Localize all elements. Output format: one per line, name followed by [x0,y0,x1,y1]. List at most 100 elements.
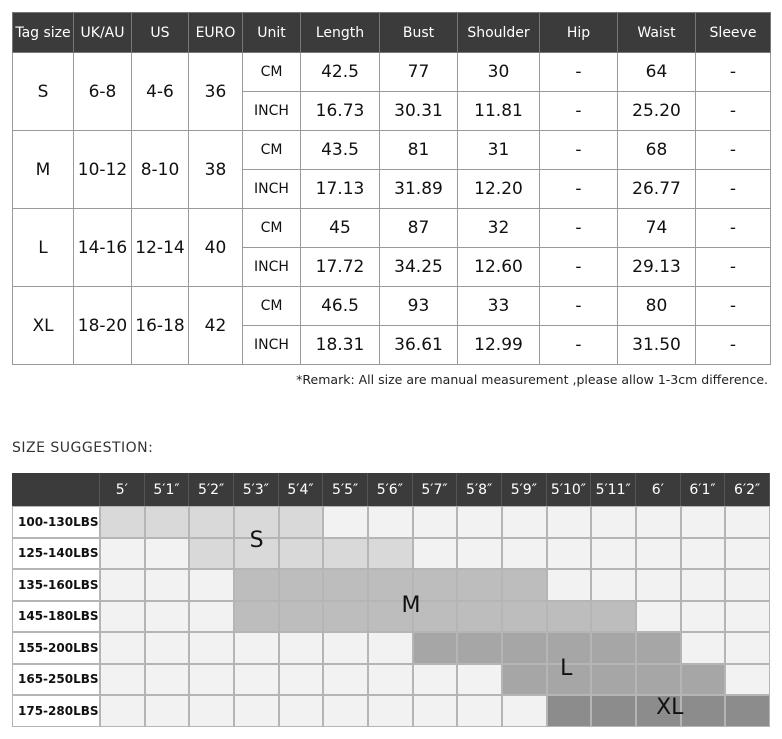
grid-cell [636,537,681,569]
size-table-body: S 6-8 4-6 36 CM 42.5 77 30-64- INCH 16.73 30.31 11.… [12,52,771,365]
grid-cell [323,695,368,727]
unit-cell: INCH [242,247,301,287]
grid-cell [502,663,547,695]
size-table-row: S 6-8 4-6 36 CM 42.5 77 30-64- [12,52,771,131]
height-header: 5′10″ [546,473,592,506]
grid-cell [457,663,502,695]
grid-corner-header [12,473,100,506]
size-tag-cell: S [12,52,74,131]
grid-cell [725,537,770,569]
grid-cell [725,695,770,727]
measurement-cell: - [539,91,618,131]
grid-cell [234,506,279,538]
grid-cell [100,506,145,538]
measurement-cell: 16.73 [300,91,380,131]
grid-cell [546,632,592,664]
height-header: 5′ [100,473,145,506]
grid-cell [457,600,502,632]
zone-size-label: L [560,655,573,681]
measurement-cell: 31.89 [379,169,458,209]
grid-cell [591,600,636,632]
height-header: 6′1″ [680,473,726,506]
measurement-cell: 25.20 [617,91,696,131]
measurement-cell: - [539,286,618,326]
measurement-cell: 30 [457,52,540,92]
grid-cell [144,695,190,727]
size-suggestion-grid: 5′ 5′1″ 5′2″ 5′3″ 5′4″ 5′5″ 5′6″ 5′7″ 5′8″ 5′9″ 5′… [12,473,770,727]
col-header: Bust [379,12,458,53]
col-header: US [131,12,189,53]
measurement-cell: 77 [379,52,458,92]
grid-cell [278,695,324,727]
grid-cell [189,537,234,569]
grid-cell [323,663,368,695]
measurement-cell: 17.72 [300,247,380,287]
measurement-cell: - [695,325,771,365]
measurement-cell: 32 [457,208,540,248]
zone-size-label: XL [656,695,684,720]
grid-cell [368,663,413,695]
size-euro-cell: 40 [188,208,243,287]
grid-cell [636,600,681,632]
size-table-row: INCH 17.13 31.89 12.20-26.77- [13,169,771,209]
grid-cell [546,506,592,538]
height-header: 5′4″ [278,473,324,506]
grid-cell [502,537,547,569]
grid-cell [234,569,279,601]
measurement-cell: - [695,247,771,287]
measurement-cell: 11.81 [457,91,540,131]
grid-cell [502,600,547,632]
weight-label: 175-280LBS [12,695,100,727]
measurement-cell: 36.61 [379,325,458,365]
col-header: UK/AU [73,12,132,53]
unit-cell: CM [242,208,301,248]
grid-cell [457,569,502,601]
measurement-cell: 12.20 [457,169,540,209]
grid-cell [323,569,368,601]
grid-cell [680,632,726,664]
grid-cell [234,663,279,695]
grid-cell [368,695,413,727]
grid-cell [323,537,368,569]
grid-cell [636,663,681,695]
measurement-cell: 43.5 [300,130,380,170]
size-chart-table: Tag size UK/AU US EURO Unit Length Bust … [12,12,771,365]
grid-cell [725,663,770,695]
weight-label: 125-140LBS [12,537,100,569]
grid-cell [100,569,145,601]
size-tag-cell: XL [12,286,74,365]
measurement-cell: 12.60 [457,247,540,287]
measurement-cell: - [695,286,771,326]
grid-cell [189,506,234,538]
grid-cell [100,663,145,695]
col-header: EURO [188,12,243,53]
measurement-cell: 29.13 [617,247,696,287]
grid-cell [546,600,592,632]
size-table-header-row: Tag size UK/AU US EURO Unit Length Bust … [12,12,771,53]
grid-cell [144,663,190,695]
grid-cell [502,506,547,538]
height-header: 5′6″ [368,473,413,506]
grid-cell [636,632,681,664]
col-header: Waist [617,12,696,53]
grid-cell [100,632,145,664]
measurement-cell: 17.13 [300,169,380,209]
grid-cell [278,506,324,538]
measurement-cell: 33 [457,286,540,326]
height-header: 5′9″ [502,473,547,506]
unit-cell: CM [242,52,301,92]
grid-cell [368,569,413,601]
grid-cell [457,695,502,727]
grid-cell [234,600,279,632]
grid-cell [636,695,681,727]
size-euro-cell: 38 [188,130,243,209]
grid-cell [278,537,324,569]
size-suggestion-title: SIZE SUGGESTION: [12,440,154,456]
grid-cell [636,506,681,538]
zone-size-label: M [401,592,421,618]
grid-cell [546,695,592,727]
col-header: Tag size [12,12,74,53]
grid-cell [591,663,636,695]
measurement-cell: 93 [379,286,458,326]
grid-cell [189,632,234,664]
